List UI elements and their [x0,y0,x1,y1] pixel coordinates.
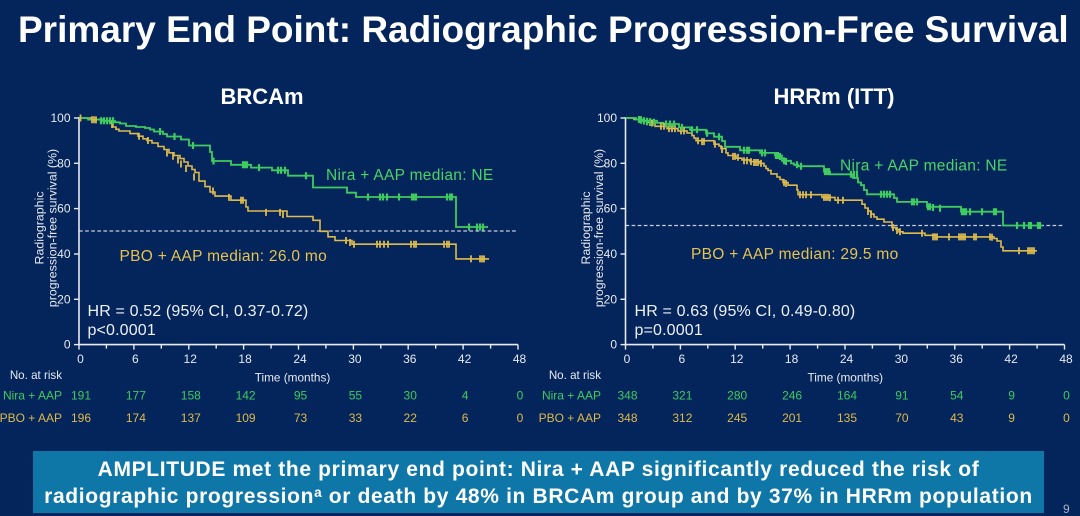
svg-text:9: 9 [1008,411,1015,425]
svg-text:0: 0 [610,338,617,352]
svg-text:HR = 0.52 (95% CI, 0.37-0.72): HR = 0.52 (95% CI, 0.37-0.72) [88,303,309,320]
svg-text:42: 42 [458,352,472,366]
svg-text:p<0.0001: p<0.0001 [88,322,156,339]
svg-text:40: 40 [604,247,618,261]
svg-text:PBO + AAP median: 26.0 mo: PBO + AAP median: 26.0 mo [120,248,328,265]
svg-text:60: 60 [604,202,618,216]
svg-text:12: 12 [730,352,744,366]
svg-text:Time (months): Time (months) [255,371,331,385]
svg-text:progression-free survival (%): progression-free survival (%) [46,149,60,307]
svg-text:18: 18 [238,352,252,366]
svg-text:6: 6 [132,352,139,366]
svg-text:Nira + AAP median: NE: Nira + AAP median: NE [840,158,1008,175]
svg-text:6: 6 [462,411,469,425]
svg-text:Nira + AAP median: NE: Nira + AAP median: NE [326,167,494,184]
svg-text:9: 9 [1008,389,1015,403]
svg-text:73: 73 [294,411,308,425]
svg-text:33: 33 [349,411,363,425]
svg-text:24: 24 [840,352,854,366]
svg-text:6: 6 [679,352,686,366]
svg-text:280: 280 [727,389,747,403]
svg-text:95: 95 [294,389,308,403]
svg-text:158: 158 [181,389,201,403]
svg-text:progression-free survival (%): progression-free survival (%) [592,149,606,307]
svg-text:196: 196 [71,411,91,425]
svg-text:No. at risk: No. at risk [549,369,601,382]
svg-text:0: 0 [624,352,631,366]
svg-text:0: 0 [77,352,84,366]
svg-text:30: 30 [895,352,909,366]
svg-text:48: 48 [513,352,527,366]
svg-text:HRRm (ITT): HRRm (ITT) [774,84,895,109]
svg-text:0: 0 [517,411,524,425]
svg-text:20: 20 [57,292,71,306]
svg-text:0: 0 [1063,411,1070,425]
svg-text:PBO + AAP: PBO + AAP [0,411,62,425]
svg-text:348: 348 [617,389,637,403]
svg-text:Nira + AAP: Nira + AAP [542,389,601,403]
svg-text:PBO + AAP: PBO + AAP [539,411,601,425]
svg-text:4: 4 [462,389,469,403]
svg-text:142: 142 [236,389,256,403]
svg-text:0: 0 [517,389,524,403]
svg-text:246: 246 [782,389,802,403]
svg-text:36: 36 [403,352,417,366]
svg-text:48: 48 [1059,352,1073,366]
svg-text:36: 36 [950,352,964,366]
svg-text:137: 137 [181,411,201,425]
svg-text:18: 18 [785,352,799,366]
svg-text:HR = 0.63 (95% CI, 0.49-0.80): HR = 0.63 (95% CI, 0.49-0.80) [635,303,856,320]
svg-text:Radiographic: Radiographic [579,191,593,264]
svg-text:100: 100 [597,111,617,125]
svg-text:348: 348 [617,411,637,425]
svg-text:109: 109 [236,411,256,425]
svg-text:12: 12 [184,352,198,366]
svg-text:BRCAm: BRCAm [220,84,303,109]
svg-text:177: 177 [126,389,146,403]
svg-text:174: 174 [126,411,146,425]
svg-text:PBO + AAP median: 29.5 mo: PBO + AAP median: 29.5 mo [691,246,899,263]
svg-text:60: 60 [57,202,71,216]
svg-text:55: 55 [349,389,363,403]
svg-text:p=0.0001: p=0.0001 [635,322,703,339]
svg-text:100: 100 [50,111,70,125]
svg-text:245: 245 [727,411,747,425]
svg-text:24: 24 [293,352,307,366]
svg-text:164: 164 [837,389,857,403]
svg-text:201: 201 [782,411,802,425]
svg-text:42: 42 [1004,352,1018,366]
svg-text:30: 30 [348,352,362,366]
svg-text:Nira + AAP: Nira + AAP [3,389,62,403]
svg-text:70: 70 [895,411,909,425]
svg-text:40: 40 [57,247,71,261]
svg-text:80: 80 [57,156,71,170]
svg-text:No. at risk: No. at risk [10,369,62,382]
svg-text:43: 43 [950,411,964,425]
svg-text:91: 91 [895,389,909,403]
svg-text:30: 30 [404,389,418,403]
svg-text:191: 191 [71,389,91,403]
svg-text:0: 0 [1063,389,1070,403]
svg-text:135: 135 [837,411,857,425]
svg-text:22: 22 [404,411,418,425]
svg-text:312: 312 [672,411,692,425]
svg-text:54: 54 [950,389,964,403]
svg-text:0: 0 [64,338,71,352]
svg-text:321: 321 [672,389,692,403]
svg-text:20: 20 [604,292,618,306]
svg-text:Radiographic: Radiographic [33,191,47,264]
svg-text:Time (months): Time (months) [807,371,883,385]
svg-text:80: 80 [604,156,618,170]
